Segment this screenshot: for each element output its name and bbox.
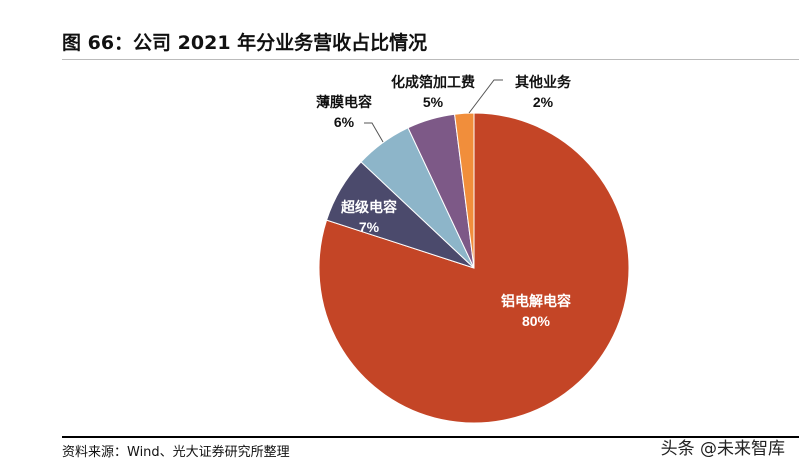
slice-percent: 6% <box>334 114 355 130</box>
slice-label: 超级电容 <box>340 199 397 216</box>
title-divider <box>62 59 799 60</box>
pie-slice <box>318 112 630 424</box>
source-note: 资料来源：Wind、光大证券研究所整理 <box>62 445 290 460</box>
footer-divider <box>62 436 799 438</box>
slice-label: 薄膜电容 <box>316 94 372 111</box>
slice-percent: 7% <box>359 219 380 235</box>
slice-percent: 2% <box>533 94 554 110</box>
slice-label: 铝电解电容 <box>501 293 571 310</box>
slice-label: 其他业务 <box>515 74 572 91</box>
leader-line <box>468 79 503 114</box>
slice-percent: 80% <box>522 313 551 329</box>
figure-title: 图 66：公司 2021 年分业务营收占比情况 <box>62 32 428 54</box>
slice-label: 化成箔加工费 <box>391 74 475 91</box>
slice-percent: 5% <box>423 94 444 110</box>
leader-line <box>364 122 384 143</box>
pie-slice <box>454 112 475 269</box>
watermark: 头条 @未来智库 <box>660 439 785 459</box>
